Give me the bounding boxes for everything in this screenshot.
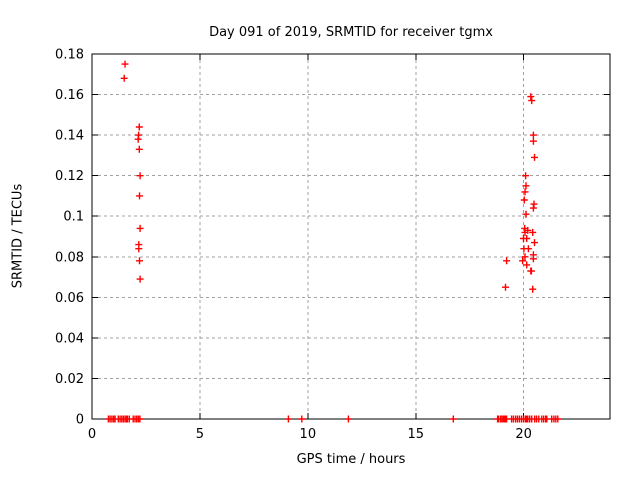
tick-marks xyxy=(91,53,610,420)
scatter-points-srmtid xyxy=(104,60,562,423)
y-tick-label: 0.06 xyxy=(55,291,84,306)
y-tick-label: 0.16 xyxy=(55,88,84,103)
y-tick-label: 0.12 xyxy=(55,169,84,184)
x-tick-label: 5 xyxy=(196,427,204,442)
x-tick-label: 0 xyxy=(88,427,96,442)
x-axis-label: GPS time / hours xyxy=(296,452,406,467)
y-tick-label: 0.02 xyxy=(55,372,84,387)
y-tick-label: 0.14 xyxy=(55,129,84,144)
gridlines xyxy=(92,54,610,419)
x-tick-label: 15 xyxy=(407,427,424,442)
x-tick-label: 20 xyxy=(515,427,532,442)
plot-border xyxy=(91,53,611,420)
y-tick-label: 0 xyxy=(76,413,84,428)
y-tick-label: 0.1 xyxy=(63,210,84,225)
x-tick-label: 10 xyxy=(300,427,317,442)
chart-title: Day 091 of 2019, SRMTID for receiver tgm… xyxy=(209,25,493,40)
y-tick-label: 0.08 xyxy=(55,250,84,265)
y-axis-label: SRMTID / TECUs xyxy=(10,183,26,289)
y-tick-label: 0.04 xyxy=(55,331,84,346)
y-tick-label: 0.18 xyxy=(55,48,84,63)
